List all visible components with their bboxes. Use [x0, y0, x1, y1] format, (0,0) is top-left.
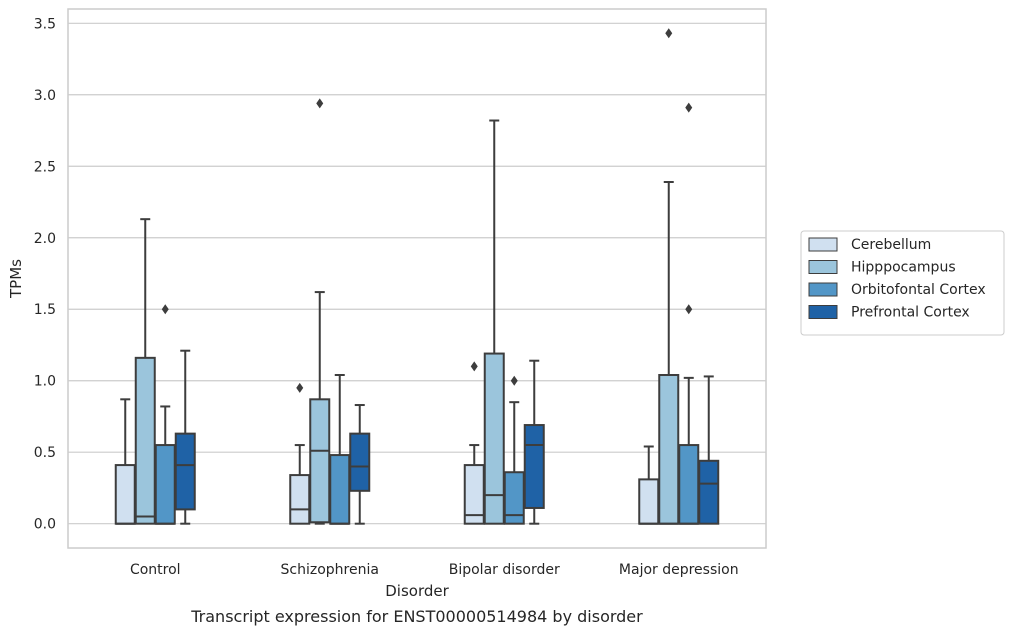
- legend-item: Prefrontal Cortex: [808, 305, 970, 321]
- x-tick-label: Major depression: [619, 562, 739, 578]
- legend-label: Cerebellum: [851, 237, 931, 253]
- legend-swatch: [808, 237, 838, 252]
- box-body: [154, 444, 176, 525]
- box: [114, 398, 136, 525]
- box-group: [638, 28, 720, 525]
- box: [154, 304, 176, 525]
- legend: Cerebellum Hipppocampus Orbitofontal Corte…: [800, 230, 1005, 336]
- outlier-point: [510, 375, 518, 386]
- legend-label: Orbitofontal Cortex: [851, 282, 986, 298]
- box-body: [309, 398, 331, 524]
- box-group: [463, 119, 545, 525]
- x-axis-title: Disorder: [385, 582, 449, 600]
- box: [309, 98, 331, 525]
- box-body: [174, 432, 196, 511]
- y-tick-label: 0.5: [34, 445, 56, 461]
- y-tick-labels: 0.0 0.5 1.0 1.5 2.0 2.5 3.0 3.5: [34, 16, 56, 532]
- legend-frame: [800, 230, 1005, 336]
- box-body: [523, 424, 545, 509]
- box: [174, 349, 196, 525]
- outlier-point: [161, 304, 169, 315]
- x-tick-labels: Control Schizophrenia Bipolar disorder Majo…: [130, 562, 739, 578]
- legend-label: Hipppocampus: [851, 260, 956, 276]
- box-body: [134, 356, 156, 525]
- box: [523, 359, 545, 525]
- y-tick-label: 1.0: [34, 374, 56, 390]
- box-body: [114, 464, 136, 525]
- legend-swatch: [808, 305, 838, 319]
- box-group: [114, 218, 196, 525]
- plot-frame: [67, 8, 767, 549]
- outlier-point: [316, 98, 324, 109]
- y-tick-label: 2.5: [34, 159, 56, 175]
- y-tick-label: 3.0: [34, 88, 56, 104]
- figure-caption: Transcript expression for ENST0000051498…: [190, 607, 643, 626]
- outlier-point: [470, 361, 478, 372]
- box-group: [289, 98, 371, 525]
- outlier-point: [665, 28, 673, 39]
- y-tick-label: 1.5: [34, 302, 56, 318]
- box: [134, 218, 156, 525]
- x-tick-label: Schizophrenia: [281, 562, 379, 578]
- box: [463, 361, 485, 525]
- box: [658, 28, 680, 525]
- box-body: [698, 459, 720, 525]
- box: [503, 375, 525, 525]
- y-tick-label: 3.5: [34, 16, 56, 32]
- box-groups: [114, 28, 720, 525]
- box-body: [289, 474, 311, 525]
- x-tick-label: Bipolar disorder: [449, 562, 560, 578]
- legend-swatch: [808, 260, 838, 274]
- box-body: [329, 454, 351, 525]
- box: [329, 374, 351, 525]
- legend-item: Hipppocampus: [808, 260, 956, 276]
- outlier-point: [685, 102, 693, 113]
- box-body: [658, 374, 680, 525]
- box: [349, 404, 371, 525]
- box: [289, 382, 311, 525]
- box: [698, 375, 720, 525]
- box: [483, 119, 505, 525]
- legend-item: Cerebellum: [808, 237, 931, 253]
- box-body: [483, 352, 505, 525]
- box-body: [349, 432, 371, 492]
- box-body: [678, 444, 700, 525]
- y-tick-label: 2.0: [34, 231, 56, 247]
- outlier-point: [296, 382, 304, 393]
- box-body: [638, 478, 660, 525]
- box: [638, 445, 660, 525]
- outlier-point: [685, 304, 693, 315]
- legend-swatch: [808, 282, 838, 297]
- x-tick-label: Control: [130, 562, 181, 578]
- legend-item: Orbitofontal Cortex: [808, 282, 986, 298]
- legend-label: Prefrontal Cortex: [851, 305, 970, 321]
- y-axis-title: TPMs: [7, 259, 25, 299]
- y-tick-label: 0.0: [34, 517, 56, 533]
